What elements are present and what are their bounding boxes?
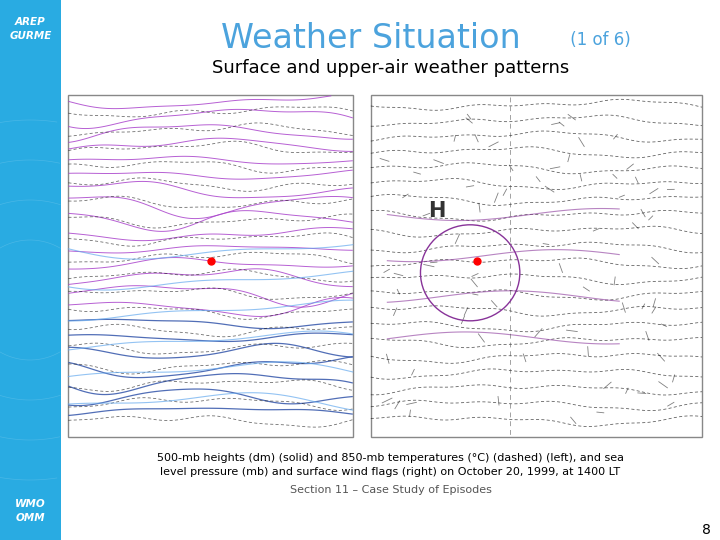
- Text: WMO: WMO: [15, 499, 46, 509]
- Text: GURME: GURME: [9, 31, 52, 41]
- Text: OMM: OMM: [16, 513, 45, 523]
- Text: 500-mb heights (dm) (solid) and 850-mb temperatures (°C) (dashed) (left), and se: 500-mb heights (dm) (solid) and 850-mb t…: [157, 454, 624, 463]
- Bar: [371, 94, 702, 437]
- Text: H: H: [428, 201, 446, 221]
- Text: Weather Situation: Weather Situation: [220, 22, 521, 55]
- Text: level pressure (mb) and surface wind flags (right) on October 20, 1999, at 1400 : level pressure (mb) and surface wind fla…: [161, 468, 621, 477]
- Text: (1 of 6): (1 of 6): [565, 31, 631, 49]
- Text: Surface and upper-air weather patterns: Surface and upper-air weather patterns: [212, 59, 569, 77]
- Text: 8: 8: [701, 523, 711, 537]
- Bar: [68, 94, 353, 437]
- Text: Section 11 – Case Study of Episodes: Section 11 – Case Study of Episodes: [289, 485, 492, 495]
- Text: AREP: AREP: [15, 17, 46, 27]
- Bar: [0, 0, 61, 540]
